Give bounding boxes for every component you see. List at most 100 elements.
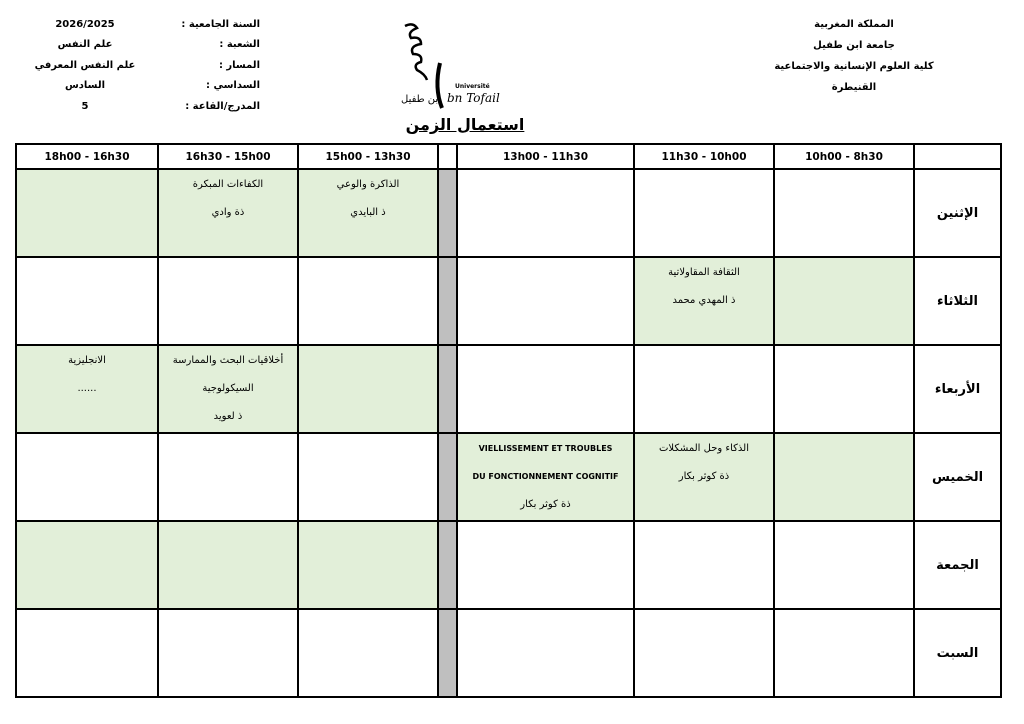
info-row-field: علم النفس الشعبة : <box>20 35 260 56</box>
break-column-header <box>437 143 458 170</box>
schedule-cell <box>633 608 775 698</box>
course-name: الذاكرة والوعي <box>336 179 400 190</box>
schedule-cell <box>456 168 635 258</box>
course-detail: ذة كوثر بكار <box>520 499 571 510</box>
schedule-cell <box>297 344 439 434</box>
schedule-cell <box>456 256 635 346</box>
room-label: المدرج/القاعة : <box>185 100 260 112</box>
break-cell <box>437 168 458 258</box>
break-cell <box>437 608 458 698</box>
svg-text:bn Tofail: bn Tofail <box>447 91 500 105</box>
university-logo: Université bn Tofail ابن طفيل <box>401 23 500 109</box>
schedule-cell <box>15 432 159 522</box>
university-name: جامعة ابن طفيل <box>813 40 895 51</box>
schedule-cell <box>773 168 915 258</box>
schedule-cell <box>773 344 915 434</box>
course-name: الذكاء وحل المشكلات <box>659 443 749 454</box>
schedule-cell <box>297 432 439 522</box>
room-value: 5 <box>81 100 89 112</box>
day-label: الأربعاء <box>913 344 1002 434</box>
day-label: الخميس <box>913 432 1002 522</box>
day-column-header <box>913 143 1002 170</box>
city-name: القنيطرة <box>831 82 877 93</box>
schedule-cell <box>633 344 775 434</box>
faculty-name: كلية العلوم الإنسانية والاجتماعية <box>774 61 934 72</box>
course-detail: ذ لعويد <box>213 411 243 422</box>
year-label: السنة الجامعية : <box>181 18 260 30</box>
course-name: أخلاقيات البحث والممارسة <box>172 355 284 366</box>
schedule-cell <box>15 520 159 610</box>
schedule-cell <box>157 256 299 346</box>
schedule-cell <box>456 608 635 698</box>
schedule-cell <box>773 432 915 522</box>
semester-label: السداسي : <box>206 80 260 92</box>
track-label: المسار : <box>218 59 260 71</box>
timetable-row: VIELLISSEMENT ET TROUBLES DU FONCTIONNEME… <box>15 432 1002 522</box>
schedule-cell <box>633 520 775 610</box>
kingdom-name: المملكة المغربية <box>814 19 894 30</box>
schedule-cell <box>297 608 439 698</box>
info-row-room: 5 المدرج/القاعة : <box>20 96 260 117</box>
time-slot-header: 10h00 - 8h30 <box>773 143 915 170</box>
timetable: 18h00 - 16h30 16h30 - 15h00 15h00 - 13h30 1… <box>15 143 1002 698</box>
schedule-cell <box>773 608 915 698</box>
course-name: الكفاءات المبكرة <box>192 179 264 190</box>
schedule-cell <box>15 168 159 258</box>
page-title: استعمال الزمن <box>405 115 525 134</box>
course-detail: ...... <box>77 383 97 394</box>
break-cell <box>437 432 458 522</box>
time-slot-header: 11h30 - 10h00 <box>633 143 775 170</box>
day-label: السبت <box>913 608 1002 698</box>
course-detail: ذة وادي <box>211 207 245 218</box>
track-value: علم النفس المعرفي <box>34 59 136 71</box>
timetable-row: الكفاءات المبكرة ذة وادي الذاكرة والوعي ذ ا… <box>15 168 1002 258</box>
course-detail: ذة كوثر بكار <box>678 471 730 482</box>
schedule-cell <box>456 344 635 434</box>
schedule-cell: الثقافة المقاولاتية ذ المهدي محمد <box>633 256 775 346</box>
timetable-row: الجمعة <box>15 520 1002 610</box>
schedule-cell <box>15 608 159 698</box>
course-detail: ذ المهدي محمد <box>672 295 736 306</box>
schedule-cell: أخلاقيات البحث والممارسة السيكولوجية ذ لعو… <box>157 344 299 434</box>
time-slot-header: 16h30 - 15h00 <box>157 143 299 170</box>
info-row-year: 2026/2025 السنة الجامعية : <box>20 14 260 35</box>
schedule-cell <box>633 168 775 258</box>
schedule-cell: الذاكرة والوعي ذ البايدي <box>297 168 439 258</box>
timetable-row: الانجليزية...... أخلاقيات البحث والممارسة… <box>15 344 1002 434</box>
course-name: الانجليزية <box>68 355 106 366</box>
day-label: الإثنين <box>913 168 1002 258</box>
schedule-cell: الذكاء وحل المشكلات ذة كوثر بكار <box>633 432 775 522</box>
break-cell <box>437 520 458 610</box>
schedule-cell <box>456 520 635 610</box>
schedule-cell: الكفاءات المبكرة ذة وادي <box>157 168 299 258</box>
course-detail: ذ البايدي <box>350 207 386 218</box>
course-name: VIELLISSEMENT ET TROUBLES <box>478 444 613 453</box>
schedule-cell <box>297 256 439 346</box>
timetable-header-row: 18h00 - 16h30 16h30 - 15h00 15h00 - 13h30 1… <box>15 143 1002 170</box>
break-cell <box>437 256 458 346</box>
schedule-cell <box>15 256 159 346</box>
course-detail: السيكولوجية <box>202 383 254 394</box>
course-name: الثقافة المقاولاتية <box>668 267 740 278</box>
svg-text:ابن طفيل: ابن طفيل <box>401 94 441 105</box>
time-slot-header: 18h00 - 16h30 <box>15 143 159 170</box>
field-value: علم النفس <box>57 39 113 51</box>
svg-text:Université: Université <box>455 83 490 90</box>
course-detail: DU FONCTIONNEMENT COGNITIF <box>472 472 619 481</box>
year-value: 2026/2025 <box>55 18 115 30</box>
schedule-cell <box>773 256 915 346</box>
timetable-row: الثقافة المقاولاتية ذ المهدي محمد الثلاثاء <box>15 256 1002 346</box>
semester-value: السادس <box>64 80 106 92</box>
schedule-cell <box>297 520 439 610</box>
schedule-cell <box>773 520 915 610</box>
time-slot-header: 13h00 - 11h30 <box>456 143 635 170</box>
day-label: الثلاثاء <box>913 256 1002 346</box>
schedule-cell: VIELLISSEMENT ET TROUBLES DU FONCTIONNEME… <box>456 432 635 522</box>
info-row-track: علم النفس المعرفي المسار : <box>20 55 260 76</box>
header-institution: المملكة المغربية جامعة ابن طفيل كلية الع… <box>754 14 954 98</box>
break-cell <box>437 344 458 434</box>
header-academic-info: 2026/2025 السنة الجامعية : علم النفس الشعب… <box>20 14 260 117</box>
field-label: الشعبة : <box>219 39 260 51</box>
info-row-semester: السادس السداسي : <box>20 76 260 97</box>
schedule-cell: الانجليزية...... <box>15 344 159 434</box>
